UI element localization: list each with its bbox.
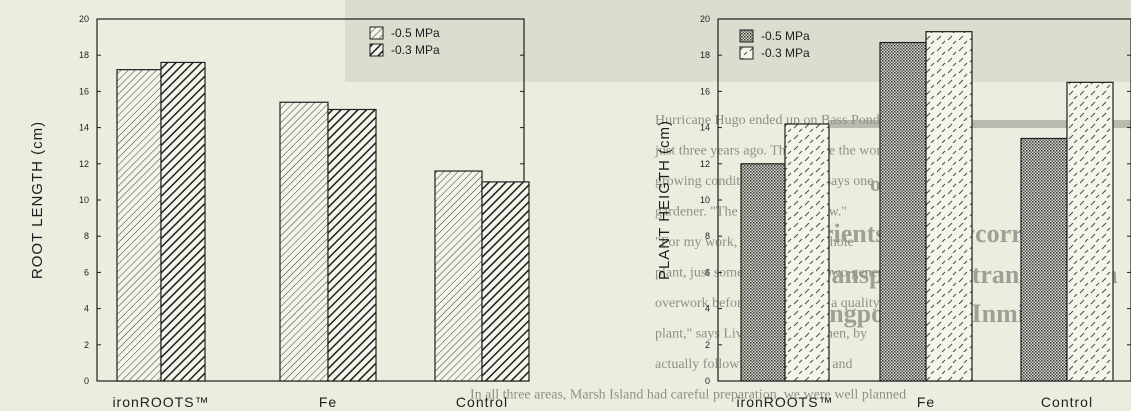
plant-height-chart: 0 2 4 6 8 10 12 14 16 18 20 PLANT HEIGTH (cm) ironRO… [656,14,1131,410]
bar-series-a [1020,137,1068,382]
root-length-chart: 0 2 4 6 8 10 12 14 16 18 20 ROOT LENGTH (cm) ironROO… [29,14,530,410]
background-paragraph-line: In all three areas, Marsh Island had car… [470,388,906,403]
legend-swatch [739,29,754,43]
y-tick-label: 2 [705,340,710,350]
bar-series-b [1066,81,1114,382]
y-tick-label: 8 [84,231,89,241]
background-gray-band [345,0,1131,82]
bar-series-a [879,41,927,382]
y-tick-label: 12 [700,159,710,169]
y-axis-title: ROOT LENGTH (cm) [29,121,46,279]
y-tick-label: 20 [700,14,710,24]
y-tick-label: 14 [700,123,710,133]
legend-swatch [369,43,384,57]
legend-label: -0.5 MPa [761,29,810,43]
y-tick-label: 10 [79,195,89,205]
x-category-label: Fe [319,394,337,410]
legend-label: -0.3 MPa [761,46,810,60]
y-tick-label: 14 [79,123,89,133]
y-tick-label: 8 [705,231,710,241]
legend-label: -0.5 MPa [391,26,440,40]
y-tick-label: 20 [79,14,89,24]
x-category-label: ironROOTS™ [736,394,833,410]
y-tick-label: 10 [700,195,710,205]
x-category-label: Control [456,394,508,410]
bar-series-b [481,181,530,382]
bar-series-b [327,108,377,382]
y-tick-label: 16 [700,86,710,96]
y-tick-label: 0 [705,376,710,386]
bar-series-b [925,31,973,382]
y-tick-label: 2 [84,340,89,350]
y-tick-label: 4 [84,304,89,314]
legend-swatch [739,46,754,60]
y-axis-title: PLANT HEIGTH (cm) [656,120,673,280]
legend-label: -0.3 MPa [391,43,440,57]
y-tick-label: 18 [79,50,89,60]
y-tick-label: 6 [84,267,89,277]
bar-series-a [740,163,786,382]
bar-series-a [434,170,483,382]
y-tick-label: 12 [79,159,89,169]
x-category-label: Control [1041,394,1093,410]
legend-swatch [369,26,384,40]
background-rule [830,120,1131,128]
bar-series-b [160,61,206,382]
y-tick-label: 4 [705,304,710,314]
y-tick-label: 16 [79,86,89,96]
y-tick-label: 6 [705,267,710,277]
x-category-label: Fe [917,394,935,410]
background-paragraph-line: just three years ago. Those were the wor… [654,144,890,159]
y-tick-label: 18 [700,50,710,60]
background-paragraph: Hurricane Hugo ended up on Bass Pond just… [470,113,931,403]
bar-series-b [784,123,830,382]
background-paragraph-line: Hurricane Hugo ended up on Bass Pond [655,113,880,128]
y-tick-label: 0 [84,376,89,386]
bar-series-a [116,69,162,382]
bar-series-a [279,101,329,382]
x-category-label: ironROOTS™ [112,394,209,410]
